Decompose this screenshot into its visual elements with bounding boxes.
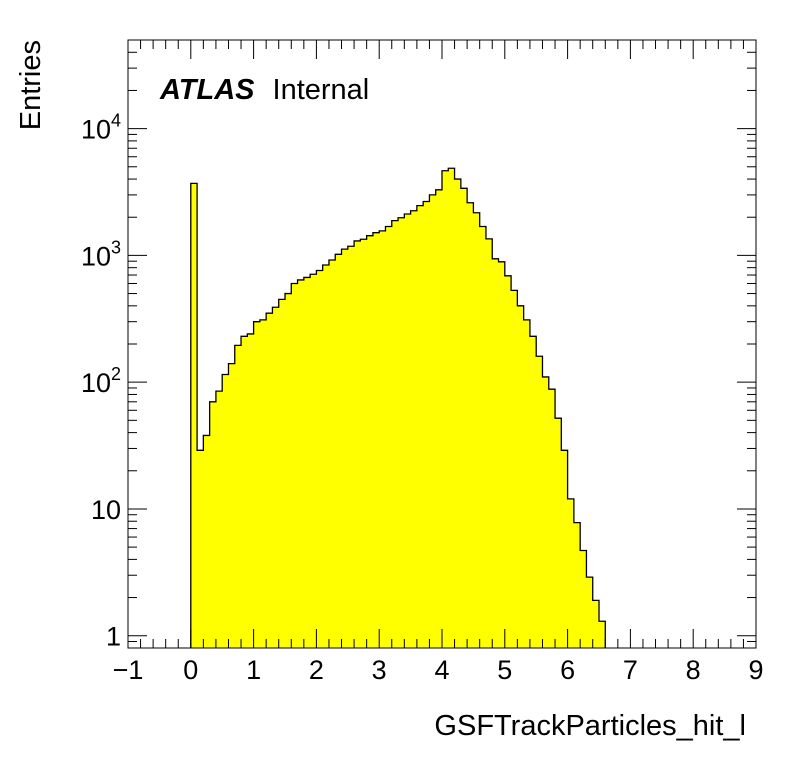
histogram-bin [391,220,399,649]
histogram-bin [542,376,550,648]
y-axis-label: Entries [15,40,47,130]
histogram-bin [555,418,562,648]
x-tick-label: 1 [246,655,261,685]
histogram-bin [372,232,380,648]
histogram-bin [241,336,248,648]
histogram-bin [190,183,198,648]
histogram-bin [404,214,411,648]
histogram-bin [435,189,443,648]
histogram-bin [266,313,273,648]
histogram-outline [190,167,606,648]
histogram-bin [247,333,254,648]
histogram-bin [573,522,581,648]
histogram-bin [354,240,361,649]
histogram-bin [492,258,499,648]
histogram-bin [410,210,418,649]
y-tick-label: 10 [91,495,121,525]
histogram-bin [485,238,493,648]
histogram-bin [291,283,298,648]
histogram-bin [442,170,449,649]
histogram-bin [228,363,236,648]
histogram-bin [303,277,311,648]
histogram-bin [385,226,393,648]
histogram-bin [278,299,286,648]
histogram-bin [548,389,556,648]
histogram-bin [259,319,267,648]
histogram-bin [335,254,342,648]
histogram-bin [536,356,543,648]
histogram-bin [310,274,317,648]
y-tick-label: 1 [106,622,121,652]
histogram-bin [460,188,468,648]
histogram-bars [190,167,606,649]
histogram-bin [328,259,336,648]
histogram-bin [592,600,600,648]
histogram-bin [448,168,455,648]
histogram-bin [209,401,217,648]
histogram-bin [203,435,211,648]
histogram-bin [467,202,474,648]
histogram-bin [529,336,537,648]
x-axis-label: GSFTrackParticles_hit_l [434,710,746,742]
histogram-bin [285,293,292,648]
histogram-bin [454,179,462,649]
histogram-bin [479,226,487,648]
histogram-bin [272,307,280,648]
histogram-bin [473,212,481,648]
histogram-bin [360,239,368,648]
histogram-bin [222,374,229,648]
histogram-bin [322,264,330,648]
histogram-bin [341,249,349,648]
histogram-bin [253,321,261,648]
x-tick-label: 8 [686,655,701,685]
histogram-bin [580,550,587,648]
histogram-bin [215,391,223,648]
status-label: Internal [273,74,370,106]
y-tick-label: 104 [81,111,121,145]
histogram-bin [523,319,531,648]
histogram-bin [561,450,568,648]
x-tick-label: −1 [113,655,144,685]
x-tick-label: 5 [497,655,512,685]
histogram-bin [517,305,525,648]
histogram-bin [498,261,506,648]
x-tick-label: 7 [623,655,638,685]
histogram-bin [366,235,374,648]
atlas-label: ATLAS Internal [159,74,369,106]
x-tick-label: 2 [309,655,324,685]
x-tick-label: 6 [560,655,575,685]
histogram-bin [316,270,324,648]
x-tick-label: 3 [372,655,387,685]
histogram-bin [429,194,437,649]
histogram-bin [416,205,424,648]
x-tick-label: 0 [183,655,198,685]
y-tick-label: 103 [81,237,121,271]
histogram-bin [567,498,575,648]
axis-ticks [127,39,757,649]
histogram-bin [511,290,518,648]
x-tick-label: 9 [748,655,763,685]
x-tick-label: 4 [434,655,449,685]
histogram-bin [347,246,355,648]
histogram-bin [297,279,305,648]
tick-labels: −1 0 1 2 3 4 5 6 7 8 9 1 10 102 103 104 [81,111,764,685]
histogram-bin [586,577,594,648]
histogram-bin [423,201,430,648]
histogram-bin [504,275,512,648]
experiment-name: ATLAS [159,74,255,106]
histogram-bin [599,621,606,648]
y-tick-label: 102 [81,364,121,398]
histogram-bin [197,450,204,648]
histogram-bin [234,345,242,648]
histogram-bin [398,217,405,648]
histogram-bin [379,230,386,648]
